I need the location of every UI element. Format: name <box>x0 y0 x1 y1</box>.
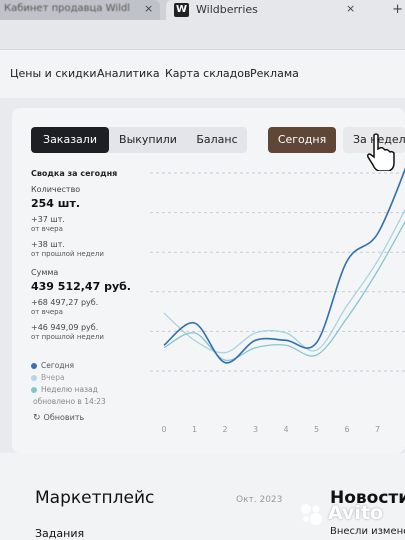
sum-delta-yesterday: +68 497,27 руб. <box>31 298 99 307</box>
x-tick-label: 5 <box>314 425 319 434</box>
updated-timestamp: обновлено в 14:23 <box>33 397 106 406</box>
count-delta-week: +38 шт. <box>31 240 65 249</box>
series-line-today <box>163 167 405 364</box>
x-tick-label: 1 <box>192 425 197 434</box>
x-tick-label: 3 <box>253 425 258 434</box>
bottom-section <box>0 453 405 540</box>
close-icon[interactable]: × <box>346 2 356 15</box>
legend-dot <box>31 387 37 393</box>
sum-from-yesterday-label: от вчера <box>31 308 63 316</box>
tab-title: Кабинет продавца Wildberries <box>4 3 129 14</box>
sum-delta-week: +46 949,09 руб. <box>31 323 99 332</box>
series-line-week-ago <box>163 220 405 362</box>
avito-watermark: Avito <box>298 501 398 529</box>
x-tick-label: 4 <box>283 425 288 434</box>
x-tick-label: 7 <box>375 425 380 434</box>
new-tab-icon[interactable]: + <box>392 2 403 17</box>
news-item-text[interactable]: Внесли измене <box>330 526 405 537</box>
watermark-text: Avito <box>328 502 384 524</box>
browser-tab-strip: Кабинет продавца Wildberries × W Wildber… <box>0 0 405 20</box>
legend-dot <box>31 375 37 381</box>
nav-item-warehouse-map[interactable]: Карта складов <box>165 67 251 80</box>
count-value: 254 шт. <box>31 197 81 210</box>
metric-toggle: Заказали Выкупили Баланс <box>31 127 247 153</box>
count-delta-yesterday: +37 шт. <box>31 215 65 224</box>
tasks-label: Задания <box>35 527 85 540</box>
legend-dot <box>31 363 37 369</box>
browser-tab-seller[interactable]: Кабинет продавца Wildberries × <box>0 0 160 20</box>
refresh-label: Обновить <box>43 413 85 422</box>
legend-item-today[interactable]: Сегодня <box>31 361 74 370</box>
marketplace-title: Маркетплейс <box>35 488 155 508</box>
tab-ordered[interactable]: Заказали <box>31 127 109 153</box>
marketplace-date: Окт. 2023 <box>236 495 283 505</box>
nav-item-prices[interactable]: Цены и скидки <box>10 67 97 80</box>
x-tick-label: 2 <box>222 425 227 434</box>
tab-balance[interactable]: Баланс <box>196 133 238 146</box>
browser-toolbar <box>0 20 405 50</box>
close-icon[interactable]: × <box>144 2 154 15</box>
hand-cursor-icon <box>367 133 395 171</box>
news-title: Новости <box>330 488 405 508</box>
nav-item-analytics[interactable]: Аналитика <box>97 67 160 80</box>
sum-from-last-week-label: от прошлой недели <box>31 333 104 341</box>
browser-tab-wildberries[interactable]: W Wildberries × <box>166 0 405 20</box>
x-tick-label: 0 <box>161 425 166 434</box>
from-last-week-label: от прошлой недели <box>31 250 104 258</box>
wildberries-favicon-icon: W <box>174 3 189 17</box>
legend-label: Неделю назад <box>41 385 98 394</box>
from-yesterday-label: от вчера <box>31 225 63 233</box>
nav-item-ads[interactable]: Реклама <box>250 67 299 80</box>
legend-item-yesterday[interactable]: Вчера <box>31 373 65 382</box>
sum-label: Сумма <box>31 268 59 277</box>
orders-line-chart: 012345678 <box>150 167 405 434</box>
legend-label: Вчера <box>41 373 65 382</box>
x-tick-label: 6 <box>344 425 349 434</box>
count-label: Количество <box>31 185 81 194</box>
refresh-icon: ↻ <box>33 413 41 423</box>
top-nav: Цены и скидки Аналитика Карта складов Ре… <box>0 50 405 98</box>
summary-title: Сводка за сегодня <box>31 169 118 178</box>
tab-bought-out[interactable]: Выкупили <box>119 133 177 146</box>
avito-logo-icon <box>301 504 322 525</box>
series-line-yesterday <box>163 208 405 354</box>
orders-summary-card: Заказали Выкупили Баланс Сегодня За неде… <box>12 108 405 453</box>
refresh-button[interactable]: ↻ Обновить <box>33 413 84 423</box>
period-today-button[interactable]: Сегодня <box>268 127 336 153</box>
sum-value: 439 512,47 руб. <box>31 280 131 293</box>
tab-title: Wildberries <box>196 3 258 16</box>
legend-label: Сегодня <box>41 361 74 370</box>
legend-item-week-ago[interactable]: Неделю назад <box>31 385 98 394</box>
